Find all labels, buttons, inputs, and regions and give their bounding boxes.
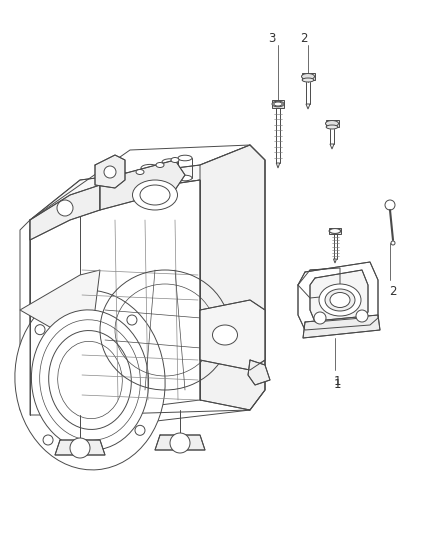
Ellipse shape xyxy=(49,330,131,430)
Ellipse shape xyxy=(330,293,350,308)
Polygon shape xyxy=(306,104,310,109)
Ellipse shape xyxy=(141,164,159,172)
Ellipse shape xyxy=(171,157,179,163)
Polygon shape xyxy=(200,145,265,410)
Polygon shape xyxy=(330,144,334,149)
Circle shape xyxy=(385,200,395,210)
Ellipse shape xyxy=(141,184,159,191)
Polygon shape xyxy=(272,100,284,108)
Ellipse shape xyxy=(326,125,338,129)
Polygon shape xyxy=(298,262,378,330)
Ellipse shape xyxy=(178,155,192,161)
Circle shape xyxy=(127,315,137,325)
Ellipse shape xyxy=(301,74,314,79)
Circle shape xyxy=(314,312,326,324)
Text: 1: 1 xyxy=(333,375,341,388)
Polygon shape xyxy=(298,268,340,298)
Circle shape xyxy=(57,200,73,216)
Circle shape xyxy=(170,433,190,453)
Ellipse shape xyxy=(162,159,178,165)
Ellipse shape xyxy=(162,179,178,185)
Polygon shape xyxy=(310,270,368,322)
Circle shape xyxy=(43,435,53,445)
Polygon shape xyxy=(55,440,105,455)
Ellipse shape xyxy=(15,290,165,470)
Polygon shape xyxy=(95,155,125,188)
Ellipse shape xyxy=(32,310,148,450)
Ellipse shape xyxy=(272,101,284,107)
Ellipse shape xyxy=(140,185,170,205)
Text: 2: 2 xyxy=(389,285,397,298)
Text: 1: 1 xyxy=(333,378,341,391)
Ellipse shape xyxy=(133,180,177,210)
Ellipse shape xyxy=(325,289,355,311)
Polygon shape xyxy=(325,120,339,127)
Ellipse shape xyxy=(302,78,314,82)
Ellipse shape xyxy=(178,175,192,181)
Ellipse shape xyxy=(112,192,128,198)
Text: 3: 3 xyxy=(268,31,276,44)
Ellipse shape xyxy=(112,172,128,178)
Ellipse shape xyxy=(274,102,282,106)
Ellipse shape xyxy=(212,325,237,345)
Circle shape xyxy=(70,438,90,458)
Ellipse shape xyxy=(319,284,361,316)
Polygon shape xyxy=(100,160,185,210)
Polygon shape xyxy=(20,270,100,350)
Ellipse shape xyxy=(136,169,144,174)
Polygon shape xyxy=(329,228,341,234)
Circle shape xyxy=(135,425,145,435)
Circle shape xyxy=(391,241,395,245)
Ellipse shape xyxy=(156,163,164,167)
Ellipse shape xyxy=(329,229,341,233)
Polygon shape xyxy=(155,435,205,450)
Polygon shape xyxy=(30,145,260,230)
Polygon shape xyxy=(301,73,314,80)
Polygon shape xyxy=(333,259,336,263)
Text: 2: 2 xyxy=(300,31,308,44)
Circle shape xyxy=(35,325,45,335)
Ellipse shape xyxy=(329,229,340,233)
Circle shape xyxy=(104,166,116,178)
Polygon shape xyxy=(303,315,380,338)
Ellipse shape xyxy=(325,120,339,126)
Polygon shape xyxy=(200,300,265,370)
Polygon shape xyxy=(276,163,280,168)
Circle shape xyxy=(356,310,368,322)
Ellipse shape xyxy=(331,230,339,232)
Polygon shape xyxy=(248,360,270,385)
Polygon shape xyxy=(30,180,200,415)
Polygon shape xyxy=(30,185,100,240)
